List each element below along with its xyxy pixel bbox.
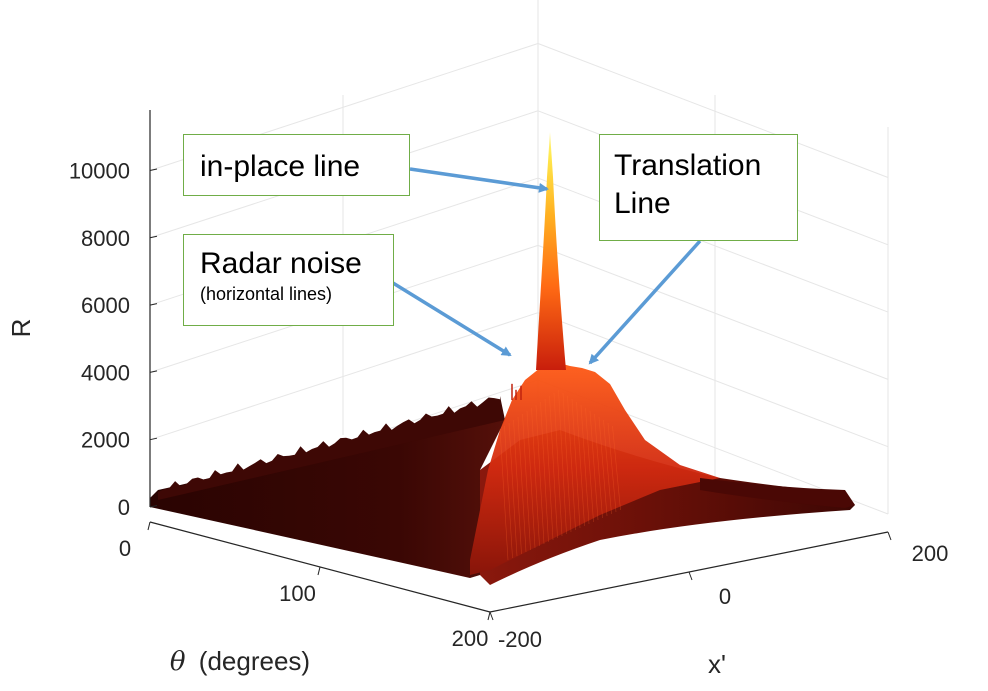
surface-mesh-line — [562, 392, 572, 533]
z-tick-label: 4000 — [81, 360, 130, 385]
surface-mesh-line — [549, 395, 558, 539]
surface-mesh-line — [531, 407, 540, 547]
surface-mesh-line — [517, 416, 527, 553]
surface-mesh-line — [526, 410, 536, 549]
x-tick — [489, 611, 494, 621]
theta-tick-label: 200 — [452, 626, 489, 651]
callout-radar-noise-sublabel: (horizontal lines) — [200, 284, 333, 304]
x-tick-label: 0 — [719, 584, 731, 609]
theta-tick-label: 100 — [279, 581, 316, 606]
z-axis-label: R — [6, 319, 36, 338]
z-tick-label: 10000 — [69, 158, 130, 183]
x-tick — [887, 531, 892, 541]
arrow-radar-noise — [392, 281, 512, 357]
callout-radar-noise: Radar noise (horizontal lines) — [183, 234, 394, 326]
callout-translation-label: Translation Line — [614, 149, 762, 220]
grid-line-right-wall — [537, 244, 889, 380]
theta-axis-label: θ (degrees) — [170, 646, 310, 677]
surface-floor-left — [150, 404, 505, 578]
arrow-translation — [588, 239, 702, 365]
theta-tick — [487, 611, 491, 621]
z-tick-label: 2000 — [81, 428, 130, 453]
surface-mesh-line — [589, 410, 599, 521]
z-tick — [149, 505, 158, 508]
x-axis-label: x' — [708, 649, 726, 679]
theta-tick-label: 0 — [119, 536, 131, 561]
grid-line-right-wall — [537, 43, 889, 178]
surface-mesh-line — [585, 407, 594, 523]
surface-mesh-line — [499, 428, 509, 561]
x-tick — [688, 571, 693, 581]
callout-in-place-label: in-place line — [200, 150, 361, 183]
z-tick — [149, 437, 158, 441]
surface-mesh-line — [522, 413, 531, 551]
x-tick-label: -200 — [498, 627, 542, 652]
surface-mesh-line — [598, 416, 608, 517]
tick-labels: 0 2000 4000 6000 8000 10000 0 100 200 -200 0 200 — [69, 158, 949, 652]
axes — [147, 110, 892, 621]
surface-mesh-line — [558, 389, 567, 535]
theta-tick — [317, 566, 321, 576]
theta-tick — [147, 521, 151, 531]
surface-in-place-spike — [536, 131, 566, 370]
annotation-arrows — [392, 167, 702, 365]
z-tick-label: 0 — [118, 495, 130, 520]
surface-mesh-line — [553, 392, 563, 537]
surface-mesh-line — [571, 398, 581, 529]
grid-line-right-wall — [537, 177, 889, 313]
surface-mesh-line — [576, 401, 585, 527]
surface-mesh-line — [508, 422, 518, 557]
surface-mesh-line — [513, 419, 522, 555]
z-tick — [149, 235, 158, 239]
z-tick — [149, 303, 158, 306]
theta-axis-unit: (degrees) — [199, 646, 310, 676]
surface-translation-mound — [470, 362, 720, 575]
theta-axis-var: θ — [170, 647, 186, 677]
z-tick — [149, 370, 158, 373]
grid-line-right-wall — [537, 312, 889, 448]
surface-right-edge — [700, 478, 855, 508]
surface-mesh-line — [540, 401, 549, 543]
surface-mesh-line — [535, 404, 545, 545]
arrow-in-place — [409, 167, 549, 193]
surface-ridge-back — [158, 396, 505, 500]
z-tick-label: 8000 — [81, 226, 130, 251]
surface-mesh-line — [607, 422, 617, 513]
z-tick-label: 6000 — [81, 293, 130, 318]
surface-mesh-line — [567, 395, 576, 531]
callout-radar-noise-label: Radar noise — [200, 247, 362, 280]
surface-mesh-line — [603, 419, 612, 515]
surface-mesh-line — [544, 398, 554, 541]
z-tick — [149, 168, 158, 171]
surface — [150, 131, 855, 585]
callout-in-place-line: in-place line — [183, 134, 410, 196]
surface-mesh-line — [580, 404, 590, 525]
surface-mesh-line — [594, 413, 603, 519]
x-tick-label: 200 — [912, 541, 949, 566]
surface-mesh-line — [612, 425, 621, 511]
surface-mesh-line — [504, 425, 513, 559]
callout-translation-line: Translation Line — [599, 134, 798, 241]
